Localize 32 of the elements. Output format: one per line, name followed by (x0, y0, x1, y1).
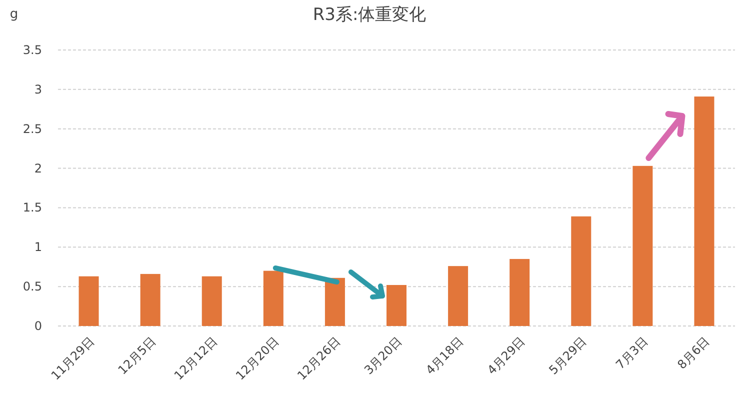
x-tick-label: 4月18日 (423, 334, 466, 378)
y-axis-title: g (10, 7, 18, 22)
y-tick-label: 1 (34, 240, 42, 254)
bar (202, 276, 222, 326)
chart-title: R3系:体重変化 (312, 5, 426, 25)
x-tick-label: 12月12日 (172, 334, 220, 383)
y-tick-label: 0 (34, 319, 42, 333)
x-tick-label: 3月20日 (362, 334, 405, 378)
x-tick-label: 8月6日 (674, 334, 712, 372)
y-tick-label: 2 (34, 161, 42, 176)
bar (632, 166, 653, 326)
bar (448, 266, 468, 326)
bar (140, 274, 160, 326)
bar (263, 270, 284, 326)
y-tick-label: 2.5 (22, 122, 42, 136)
x-tick-label: 12月20日 (233, 334, 282, 383)
y-tick-label: 3.5 (22, 43, 42, 57)
x-tick-label: 12月5日 (115, 334, 158, 378)
x-tick-label: 4月29日 (484, 334, 528, 378)
bar (386, 284, 406, 326)
y-tick-label: 3 (34, 82, 42, 96)
y-tick-label: 1.5 (22, 200, 42, 215)
x-tick-label: 11月29日 (48, 334, 97, 383)
bar (324, 278, 345, 326)
bar (694, 96, 714, 326)
y-tick-label: 0.5 (22, 280, 42, 294)
bar (510, 258, 530, 326)
bar (78, 276, 99, 326)
x-tick-label: 7月3日 (613, 334, 651, 372)
bar (571, 216, 592, 326)
x-tick-label: 5月29日 (546, 334, 590, 378)
x-tick-label: 12月26日 (294, 334, 344, 383)
